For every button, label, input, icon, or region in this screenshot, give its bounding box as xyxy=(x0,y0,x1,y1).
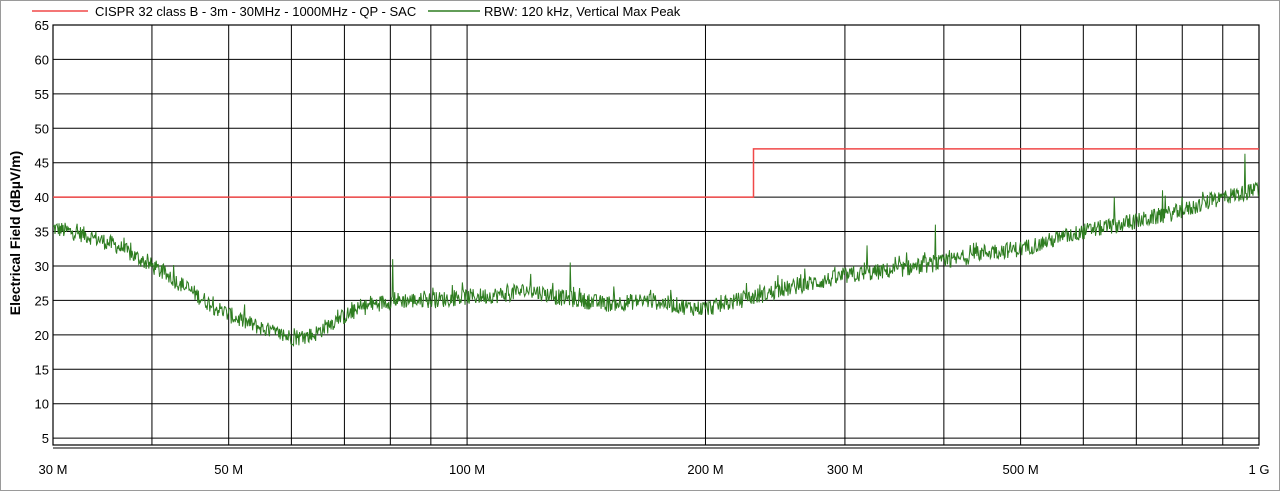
y-tick-label: 50 xyxy=(35,121,49,136)
x-tick-label: 30 M xyxy=(39,462,68,477)
plot-area xyxy=(53,25,1259,445)
axes: 5 10 15 20 25 30 35 40 45 50 55 60 65 30 M 50 M 100 M 20… xyxy=(35,18,1270,477)
y-tick-label: 10 xyxy=(35,397,49,412)
series-layer xyxy=(52,148,1260,348)
series-measurement-trace xyxy=(52,153,1260,348)
x-tick-label: 200 M xyxy=(687,462,723,477)
series-limit-line xyxy=(53,148,1259,198)
x-tick-label: 100 M xyxy=(449,462,485,477)
y-tick-label: 35 xyxy=(35,225,49,240)
y-tick-label: 25 xyxy=(35,293,49,308)
x-tick-label: 500 M xyxy=(1003,462,1039,477)
x-tick-label: 50 M xyxy=(214,462,243,477)
y-tick-label: 60 xyxy=(35,52,49,67)
legend-label-measurement: RBW: 120 kHz, Vertical Max Peak xyxy=(484,4,681,19)
y-tick-label: 55 xyxy=(35,87,49,102)
plot-border xyxy=(52,24,1260,446)
y-tick-label: 20 xyxy=(35,328,49,343)
legend: CISPR 32 class B - 3m - 30MHz - 1000MHz … xyxy=(32,4,681,19)
x-tick-label: 1 G xyxy=(1249,462,1270,477)
grid xyxy=(52,24,1260,445)
y-tick-label: 30 xyxy=(35,259,49,274)
y-tick-label: 40 xyxy=(35,190,49,205)
x-tick-label: 300 M xyxy=(827,462,863,477)
y-tick-label: 65 xyxy=(35,18,49,33)
y-axis-label: Electrical Field (dBµV/m) xyxy=(7,151,23,315)
y-tick-label: 15 xyxy=(35,362,49,377)
y-tick-label: 5 xyxy=(42,431,49,446)
y-tick-label: 45 xyxy=(35,156,49,171)
legend-label-limit: CISPR 32 class B - 3m - 30MHz - 1000MHz … xyxy=(95,4,416,19)
